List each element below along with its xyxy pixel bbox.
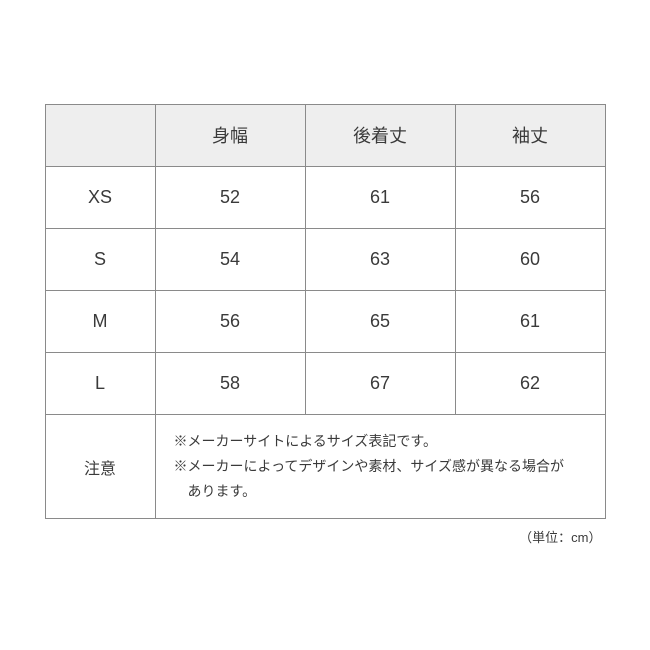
col-head-2: 袖丈 xyxy=(455,104,605,166)
cell-0-2: 56 xyxy=(455,166,605,228)
cell-1-0: 54 xyxy=(155,228,305,290)
cell-2-0: 56 xyxy=(155,290,305,352)
cell-3-1: 67 xyxy=(305,352,455,414)
table-row: M 56 65 61 xyxy=(45,290,605,352)
table-row: XS 52 61 56 xyxy=(45,166,605,228)
note-line-0: ※メーカーサイトによるサイズ表記です。 xyxy=(174,429,587,454)
corner-cell xyxy=(45,104,155,166)
col-head-0: 身幅 xyxy=(155,104,305,166)
row-head-1: S xyxy=(45,228,155,290)
cell-0-1: 61 xyxy=(305,166,455,228)
note-line-2: あります。 xyxy=(174,479,587,504)
unit-label: （単位：cm） xyxy=(519,527,601,546)
col-head-1: 後着丈 xyxy=(305,104,455,166)
row-head-3: L xyxy=(45,352,155,414)
note-cell: ※メーカーサイトによるサイズ表記です。 ※メーカーによってデザインや素材、サイズ… xyxy=(155,414,605,519)
note-row: 注意 ※メーカーサイトによるサイズ表記です。 ※メーカーによってデザインや素材、… xyxy=(45,414,605,519)
note-line-1: ※メーカーによってデザインや素材、サイズ感が異なる場合が xyxy=(174,454,587,479)
table-row: S 54 63 60 xyxy=(45,228,605,290)
cell-1-1: 63 xyxy=(305,228,455,290)
cell-1-2: 60 xyxy=(455,228,605,290)
row-head-0: XS xyxy=(45,166,155,228)
row-head-2: M xyxy=(45,290,155,352)
cell-2-2: 61 xyxy=(455,290,605,352)
size-table: 身幅 後着丈 袖丈 XS 52 61 56 S 54 63 60 M 56 65… xyxy=(45,104,606,520)
cell-3-0: 58 xyxy=(155,352,305,414)
note-label: 注意 xyxy=(45,414,155,519)
header-row: 身幅 後着丈 袖丈 xyxy=(45,104,605,166)
table-row: L 58 67 62 xyxy=(45,352,605,414)
cell-2-1: 65 xyxy=(305,290,455,352)
cell-3-2: 62 xyxy=(455,352,605,414)
cell-0-0: 52 xyxy=(155,166,305,228)
